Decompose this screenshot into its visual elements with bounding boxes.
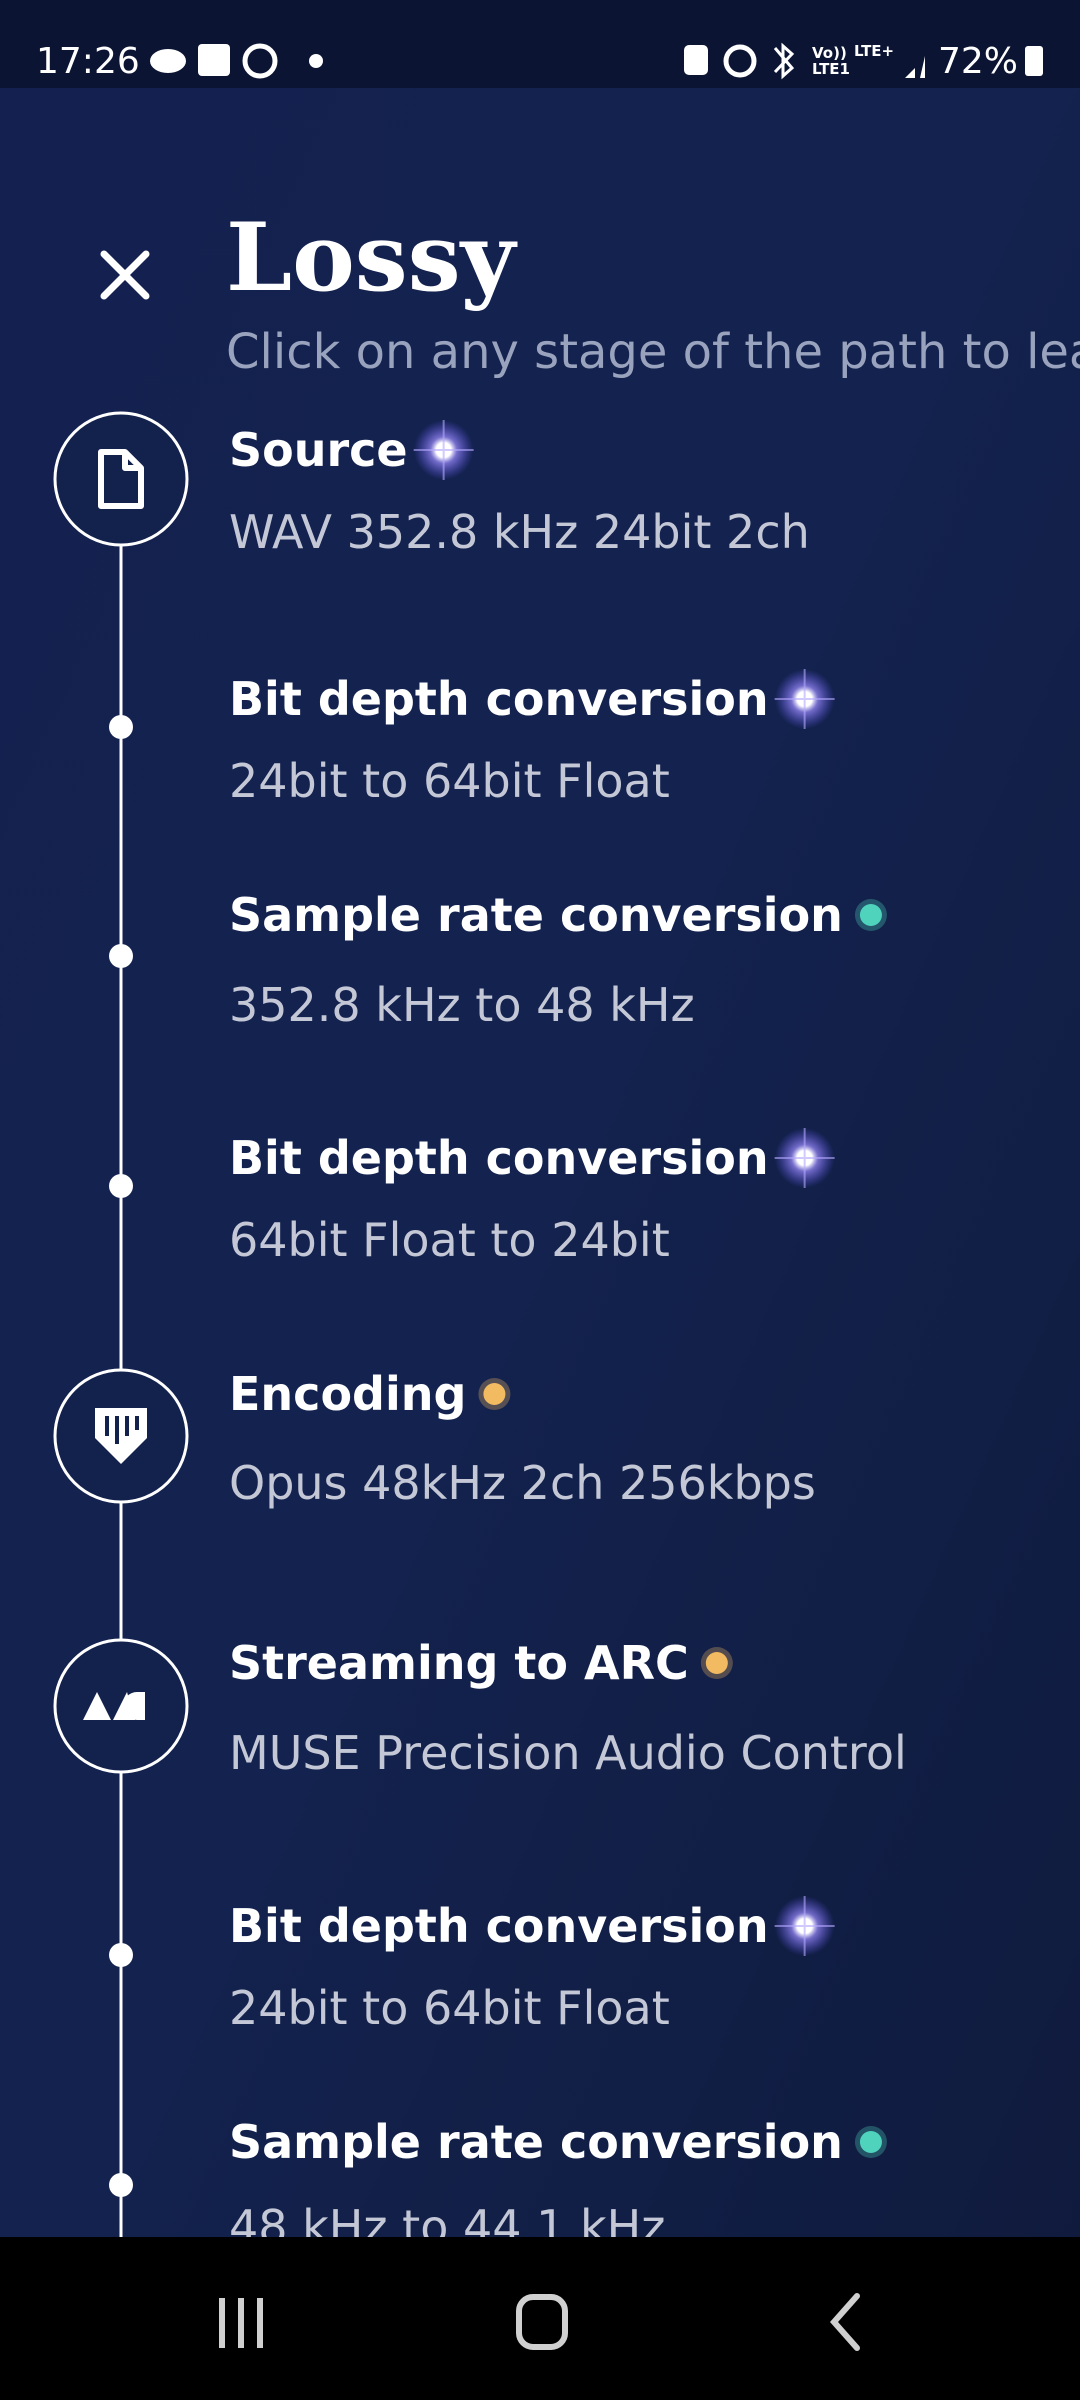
indicator-sparkle-rays (774, 1128, 835, 1188)
nav-home[interactable] (516, 2294, 568, 2350)
stage-title: Streaming to ARC (229, 1636, 689, 1690)
stage-title: Sample rate conversion (229, 2115, 843, 2169)
stage-title: Sample rate conversion (229, 888, 843, 942)
stage[interactable]: Bit depth conversion 64bit Float to 24bit (40, 1106, 1080, 1276)
stage-title: Source (229, 423, 408, 477)
stage-title: Bit depth conversion (229, 672, 769, 726)
node-dot (109, 715, 133, 739)
stage-title: Encoding (229, 1367, 466, 1421)
path-list: Source WAV 352.8 kHz 24bit 2ch Bit depth c… (40, 399, 1080, 2275)
node-dot (109, 2173, 133, 2197)
battery: 72% (938, 41, 1018, 82)
stage-title: Bit depth conversion (229, 1131, 769, 1185)
stage-detail: MUSE Precision Audio Control (229, 1726, 907, 1780)
stage[interactable]: Sample rate conversion 352.8 kHz to 48 kH… (40, 876, 1080, 1046)
indicator-sparkle-rays (413, 420, 474, 480)
close-button[interactable] (85, 235, 165, 315)
encoder-icon-detail (105, 1416, 139, 1444)
stage-detail: 24bit to 64bit Float (229, 1981, 670, 2035)
indicator-dot (705, 1652, 728, 1674)
stage[interactable]: Bit depth conversion 24bit to 64bit Float (40, 1875, 1080, 2045)
stage-detail: Opus 48kHz 2ch 256kbps (229, 1456, 816, 1510)
stage[interactable]: Source WAV 352.8 kHz 24bit 2ch (40, 399, 1080, 569)
indicator-dot (859, 2131, 882, 2153)
volte: Vo)) (812, 44, 847, 62)
indicator-sparkle-rays (774, 669, 835, 729)
status-icons-left (150, 43, 323, 79)
stage-detail: 24bit to 64bit Float (229, 754, 670, 808)
node-circle (53, 411, 189, 547)
nav-bar (0, 2237, 1080, 2400)
stage[interactable]: Sample rate conversion 48 kHz to 44.1 kHz (40, 2105, 1080, 2275)
lte-1: LTE1 (812, 60, 850, 78)
subtitle: Click on any stage of the path to learn (226, 324, 1080, 380)
stage[interactable]: Streaming to ARC MUSE Precision Audio Con… (40, 1626, 1080, 1796)
indicator-dot (483, 1383, 506, 1405)
stage-title: Bit depth conversion (229, 1899, 769, 1953)
arc-icon (83, 1692, 145, 1720)
node-dot (109, 1943, 133, 1967)
stage-detail: 64bit Float to 24bit (229, 1213, 670, 1267)
lte-plus: LTE+ (854, 42, 894, 60)
title: Lossy (226, 203, 518, 313)
status-bar (0, 0, 1080, 88)
stage-detail: 352.8 kHz to 48 kHz (229, 978, 695, 1032)
nav-recents[interactable] (219, 2298, 263, 2348)
stage-detail: WAV 352.8 kHz 24bit 2ch (229, 505, 810, 559)
time: 17:26 (36, 41, 140, 82)
nav-back[interactable] (829, 2293, 860, 2351)
stage[interactable]: Bit depth conversion 24bit to 64bit Float (40, 647, 1080, 817)
indicator-sparkle-rays (774, 1896, 835, 1956)
file-icon (98, 449, 144, 509)
status-icons-right (684, 42, 1043, 80)
indicator-dot (859, 904, 882, 926)
stage[interactable]: Encoding Opus 48kHz 2ch 256kbps (40, 1356, 1080, 1526)
node-dot (109, 1174, 133, 1198)
stage-detail: 48 kHz to 44.1 kHz (229, 2200, 665, 2254)
node-dot (109, 944, 133, 968)
